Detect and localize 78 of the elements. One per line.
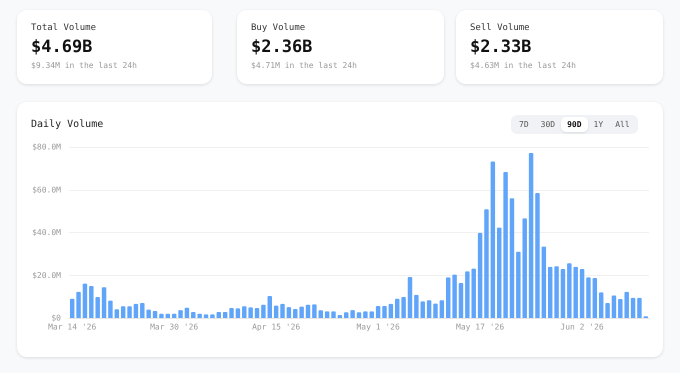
bar [370,311,374,318]
y-tick-label: $40.0M [32,228,62,237]
bar [324,311,330,318]
bar [268,296,272,318]
bar [522,218,527,318]
bar [191,312,196,318]
bar [408,276,412,318]
bar [280,304,285,318]
bar [618,298,623,318]
x-tick-label: May 1 '26 [356,322,400,332]
bar [166,314,170,318]
bar [573,266,578,318]
bar [95,297,100,318]
bar [465,271,470,318]
bar [363,311,368,318]
range-toggle: 7D 30D 90D 1Y All [511,115,638,134]
bar [299,306,304,318]
bar [248,307,253,318]
bar [567,263,572,318]
bar [414,294,419,318]
bar [420,301,425,318]
bar [446,277,450,318]
bar [350,310,355,318]
bar [70,298,74,318]
bar [490,162,496,318]
bar [542,246,546,318]
bar [433,304,438,318]
bar [306,304,310,318]
bar [624,292,629,318]
text: $2.33B [470,37,532,57]
bar [376,306,380,318]
bar [426,300,432,318]
bar [197,314,202,318]
bar [388,304,394,318]
bar [120,306,126,318]
bar [222,312,228,318]
y-tick-label: $0 [51,314,62,322]
bar [146,310,151,318]
bar [242,306,247,318]
text: Buy Volume [251,23,306,33]
bar [312,304,317,318]
bar [395,298,400,318]
bar [293,309,298,318]
bar [216,312,222,318]
chart-title: Daily Volume [31,119,104,130]
text: $2.36B [251,37,312,57]
bar [548,266,552,318]
text: Total Volume [31,23,96,33]
bar [318,310,323,318]
bar [172,314,176,318]
y-tick-label: $20.0M [32,270,62,280]
text: $4.69B [31,37,92,57]
bar [401,297,406,318]
text: $4.63M in the last 24h [470,61,576,70]
x-tick-label: Jun 2 '26 [560,322,604,332]
text: Sell Volume [470,23,530,33]
bar [598,292,604,318]
text: $4.71M in the last 24h [251,61,357,70]
text: $9.34M in the last 24h [31,61,137,70]
bar [274,306,278,318]
x-tick-label: Mar 14 '26 [48,322,96,332]
bar [344,312,348,318]
x-tick-label: Mar 30 '26 [150,322,198,332]
bar [440,300,444,318]
bar [89,286,94,318]
bar [286,307,292,318]
x-tick-label: Apr 15 '26 [252,322,300,332]
bar [382,306,387,318]
bar [496,228,502,318]
bar [592,278,598,318]
x-tick-label: May 17 '26 [456,322,504,332]
bar [140,303,145,318]
bar [114,309,120,318]
bar [471,268,476,318]
y-tick-label: $60.0M [32,185,62,194]
y-tick-label: $80.0M [32,142,62,152]
bar [516,252,521,318]
bar [356,312,362,318]
